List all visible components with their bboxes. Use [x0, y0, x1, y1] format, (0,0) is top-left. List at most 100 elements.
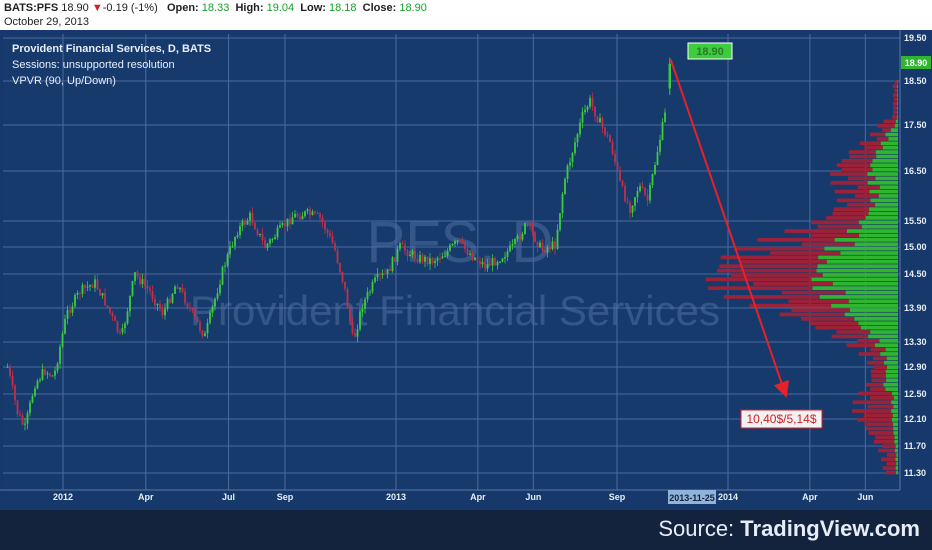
vp-bar-down: [781, 290, 846, 295]
high-value: 19.04: [266, 2, 295, 14]
vp-bar-down: [833, 207, 870, 212]
vp-bar-down: [872, 356, 887, 361]
vp-bar-up: [885, 387, 898, 391]
vp-bar-up: [897, 110, 898, 115]
candle-body: [29, 402, 31, 414]
vp-bar-up: [858, 220, 898, 225]
vp-bar-down: [852, 409, 892, 413]
vp-bar-up: [892, 422, 898, 427]
candle-body: [54, 370, 56, 376]
candle-body: [34, 388, 36, 396]
vp-bar-up: [811, 277, 898, 282]
candle-body: [531, 224, 534, 233]
vp-bar-down: [791, 308, 850, 312]
candlesticks: [6, 57, 671, 431]
candle-body: [424, 256, 426, 262]
candle-body: [306, 209, 309, 212]
legend-series-title[interactable]: Provident Financial Services, D, BATS: [12, 43, 211, 55]
price-chart[interactable]: PFS, D Provident Financial Services Prov…: [0, 30, 932, 510]
candle-body: [486, 263, 489, 268]
candle-body: [314, 211, 316, 213]
candle-body: [116, 321, 119, 332]
candle-body: [621, 180, 624, 186]
candle-body: [369, 291, 371, 293]
close-value: 18.90: [399, 2, 427, 14]
candle-body: [174, 286, 176, 294]
candle-body: [149, 288, 151, 292]
chart-header: BATS:PFS 18.90 ▼-0.19 (-1%) Open: 18.33 …: [0, 0, 932, 30]
candle-body: [654, 164, 656, 175]
legend-sessions[interactable]: Sessions: unsupported resolution: [12, 59, 175, 71]
candle-body: [569, 162, 571, 166]
vp-bar-up: [875, 176, 898, 181]
candle-body: [136, 272, 139, 277]
candle-body: [259, 233, 261, 236]
candle-body: [609, 135, 611, 143]
price-change: -0.19 (-1%): [102, 2, 158, 14]
vp-bar-down: [859, 141, 881, 146]
candle-body: [221, 266, 224, 285]
vp-bar-down: [886, 453, 897, 457]
down-arrow-icon: ▼: [91, 2, 103, 14]
vp-bar-down: [892, 115, 898, 119]
time-axis[interactable]: 2012 Apr Jul Sep 2013 Apr Jun Sep 2014 Apr Jun: [53, 492, 873, 502]
legend-vpvr[interactable]: VPVR (90, Up/Down): [12, 75, 116, 87]
candle-body: [599, 118, 601, 123]
vp-bar-down: [882, 466, 896, 470]
vp-bar-down: [705, 277, 812, 282]
candle-body: [491, 258, 494, 266]
candle-body: [624, 185, 626, 202]
candle-body: [469, 253, 471, 255]
candle-body: [444, 255, 446, 257]
source-credit[interactable]: Source: TradingView.com: [658, 516, 920, 542]
x-tick-label: 2012: [53, 492, 73, 502]
watermark-ticker: PFS, D: [367, 210, 554, 275]
x-tick-label: Apr: [138, 492, 154, 502]
candle-body: [561, 193, 564, 214]
candle-body: [74, 295, 76, 307]
x-tick-label: 2013: [386, 492, 406, 502]
candle-body: [79, 292, 81, 294]
vp-bar-up: [870, 198, 898, 203]
y-tick-label: 12.90: [904, 362, 927, 372]
vp-bar-up: [886, 365, 898, 370]
candle-body: [266, 243, 269, 249]
vp-bar-up: [897, 97, 898, 102]
candle-body: [99, 289, 101, 296]
candle-body: [644, 188, 646, 195]
vp-bar-down: [749, 303, 832, 308]
candle-body: [351, 322, 354, 333]
symbol-label[interactable]: BATS:PFS: [4, 2, 59, 14]
price-axis[interactable]: 19.50 18.50 17.50 16.50 15.50 15.00 14.50 13.90…: [904, 33, 927, 478]
ohlc-readout: BATS:PFS 18.90 ▼-0.19 (-1%) Open: 18.33 …: [4, 2, 427, 14]
last-price: 18.90: [61, 2, 89, 14]
vp-bar-down: [852, 400, 892, 405]
candle-body: [519, 235, 521, 240]
vp-bar-down: [855, 194, 879, 198]
vp-bar-up: [870, 330, 898, 334]
candle-body: [554, 241, 556, 249]
candle-body: [154, 298, 156, 306]
candle-body: [439, 258, 441, 260]
candle-body: [446, 250, 449, 256]
vp-bar-down: [881, 457, 896, 462]
candle-body: [414, 250, 416, 259]
y-tick-label: 13.30: [904, 337, 927, 347]
vp-bar-up: [880, 352, 898, 356]
candle-body: [339, 262, 341, 272]
candle-body: [389, 268, 391, 272]
vp-bar-down: [847, 202, 876, 207]
vp-bar-up: [870, 163, 898, 168]
candle-body: [466, 248, 469, 255]
candle-body: [236, 235, 239, 238]
vp-bar-down: [832, 211, 869, 216]
vp-bar-up: [876, 154, 898, 159]
vp-bar-down: [894, 80, 898, 84]
vp-bar-up: [893, 404, 898, 409]
candle-body: [6, 366, 9, 368]
x-tick-label: Jun: [857, 492, 873, 502]
vp-bar-up: [867, 180, 898, 185]
vp-bar-down: [857, 185, 880, 190]
candle-body: [296, 213, 299, 217]
candle-body: [526, 223, 529, 225]
